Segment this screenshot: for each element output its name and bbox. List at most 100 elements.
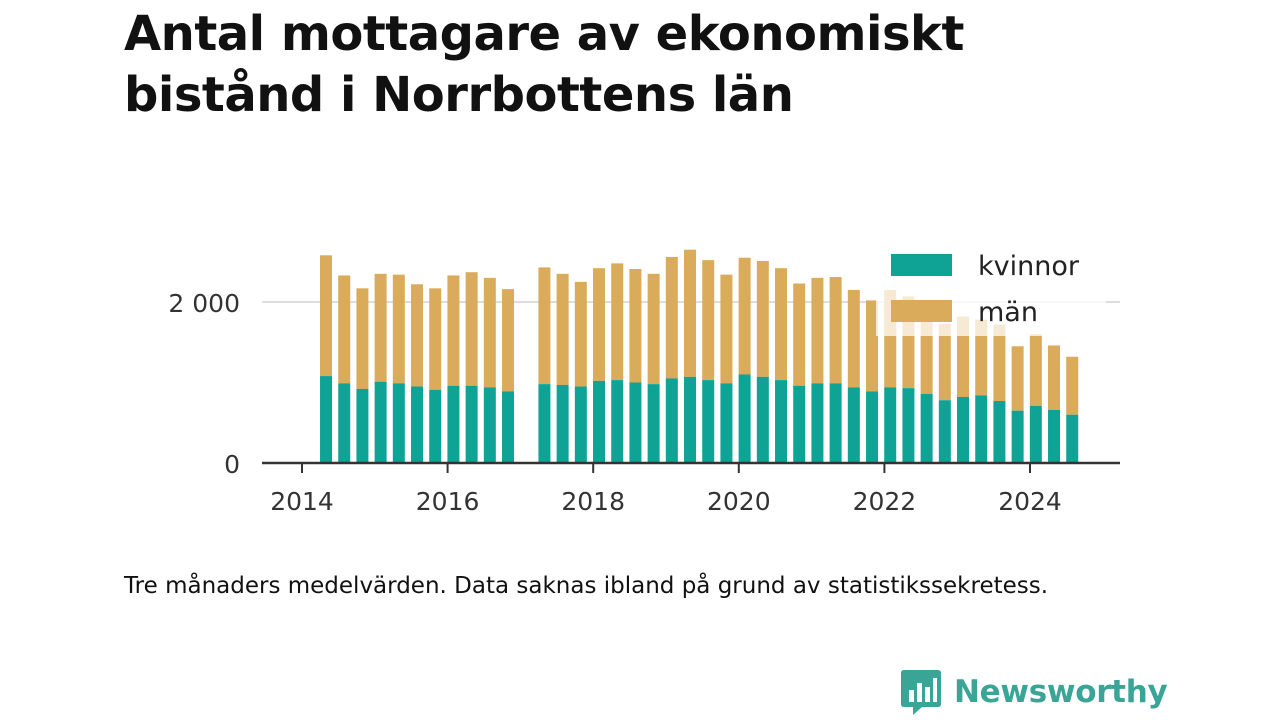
- bar-kvinnor: [1029, 405, 1042, 463]
- bar-kvinnor: [993, 401, 1006, 463]
- bar-man: [866, 300, 879, 392]
- brand-logo: Newsworthy: [900, 668, 1168, 716]
- bar-kvinnor: [574, 386, 587, 463]
- bar-man: [356, 288, 369, 389]
- bars: [320, 249, 1079, 463]
- bar-kvinnor: [684, 376, 697, 463]
- bar-kvinnor: [465, 385, 478, 463]
- bar-kvinnor: [447, 385, 460, 463]
- bar-kvinnor: [502, 391, 515, 463]
- bar-man: [647, 273, 660, 385]
- bar-kvinnor: [1011, 410, 1024, 463]
- bar-kvinnor: [429, 389, 442, 463]
- bar-man: [338, 275, 351, 384]
- x-tick-label: 2024: [998, 487, 1062, 516]
- bar-kvinnor: [320, 376, 333, 463]
- bar-kvinnor: [866, 391, 879, 463]
- legend: kvinnor män: [876, 236, 1106, 336]
- bar-man: [392, 274, 405, 384]
- bar-man: [483, 277, 496, 388]
- x-tick-label: 2014: [270, 487, 334, 516]
- bar-kvinnor: [975, 395, 988, 463]
- bar-man: [1048, 345, 1061, 410]
- y-tick-label: 2 000: [168, 289, 240, 318]
- legend-swatch-kvinnor: [891, 254, 952, 276]
- x-tick-label: 2020: [707, 487, 771, 516]
- bar-kvinnor: [593, 380, 606, 463]
- bar-kvinnor: [611, 380, 624, 463]
- bar-kvinnor: [374, 381, 387, 463]
- axes: 2014 2016 2018 2020 2022 2024 0 2 000: [168, 289, 1120, 516]
- bar-kvinnor: [756, 376, 769, 463]
- bar-man: [374, 273, 387, 382]
- bar-man: [938, 323, 951, 401]
- brand-name: Newsworthy: [954, 674, 1168, 710]
- bar-kvinnor: [829, 383, 842, 463]
- y-tick-label: 0: [224, 450, 240, 479]
- bar-man: [574, 281, 587, 387]
- bar-man: [829, 277, 842, 384]
- chart-title: Antal mottagare av ekonomiskt bistånd i …: [124, 6, 964, 123]
- x-tick-label: 2022: [853, 487, 917, 516]
- bar-chart: 2014 2016 2018 2020 2022 2024 0 2 000 kvinnor m…: [168, 236, 1120, 516]
- bar-kvinnor: [920, 393, 933, 463]
- bar-man: [593, 268, 606, 381]
- bar-man: [847, 289, 860, 388]
- legend-swatch-man: [891, 300, 952, 322]
- bar-kvinnor: [884, 387, 897, 463]
- bar-kvinnor: [483, 387, 496, 463]
- x-tick-label: 2018: [561, 487, 625, 516]
- newsworthy-logo-icon: [901, 670, 941, 715]
- bar-man: [665, 256, 678, 379]
- bar-man: [975, 319, 988, 396]
- bar-kvinnor: [811, 383, 824, 463]
- bar-man: [684, 249, 697, 377]
- bar-man: [556, 273, 569, 385]
- bar-kvinnor: [847, 387, 860, 463]
- bar-kvinnor: [902, 388, 915, 463]
- bar-man: [993, 324, 1006, 402]
- bar-kvinnor: [665, 378, 678, 463]
- bar-man: [611, 263, 624, 381]
- bar-kvinnor: [647, 384, 660, 463]
- bar-kvinnor: [738, 374, 751, 463]
- bar-man: [957, 316, 970, 397]
- bar-man: [465, 272, 478, 386]
- bar-man: [738, 257, 751, 375]
- bar-kvinnor: [1066, 414, 1079, 463]
- bar-kvinnor: [338, 383, 351, 463]
- bar-man: [1066, 356, 1079, 415]
- bar-kvinnor: [392, 383, 405, 463]
- bar-man: [502, 289, 515, 392]
- bar-kvinnor: [720, 383, 733, 463]
- chart-note: Tre månaders medelvärden. Data saknas ib…: [124, 573, 1049, 599]
- bar-kvinnor: [538, 384, 551, 463]
- legend-label-man: män: [978, 297, 1038, 328]
- bar-kvinnor: [411, 386, 424, 463]
- bar-man: [720, 274, 733, 384]
- bar-man: [1029, 334, 1042, 406]
- bar-kvinnor: [556, 384, 569, 463]
- bar-man: [429, 288, 442, 390]
- bar-kvinnor: [793, 385, 806, 463]
- bar-kvinnor: [629, 382, 642, 463]
- bar-man: [447, 275, 460, 386]
- bar-man: [811, 277, 824, 384]
- bar-kvinnor: [957, 396, 970, 463]
- bar-kvinnor: [938, 400, 951, 463]
- bar-man: [629, 268, 642, 383]
- bar-man: [538, 267, 551, 385]
- bar-kvinnor: [1048, 409, 1061, 463]
- bar-man: [775, 268, 788, 381]
- bar-man: [702, 260, 715, 381]
- bar-kvinnor: [356, 388, 369, 463]
- bar-man: [1011, 346, 1024, 411]
- legend-label-kvinnor: kvinnor: [978, 251, 1080, 282]
- bar-man: [320, 255, 333, 377]
- bar-man: [793, 283, 806, 386]
- bar-kvinnor: [702, 380, 715, 463]
- bar-man: [756, 260, 769, 377]
- bar-kvinnor: [775, 380, 788, 463]
- x-tick-label: 2016: [416, 487, 480, 516]
- bar-man: [411, 284, 424, 387]
